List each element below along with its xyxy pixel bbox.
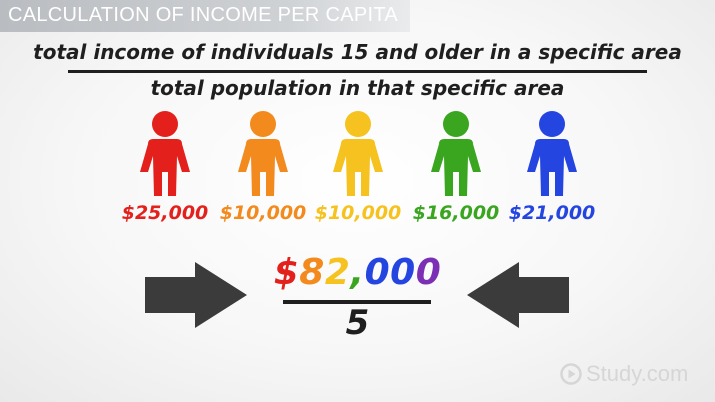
income-amount-3: $10,000: [314, 202, 402, 224]
total-char-1: $: [273, 252, 300, 293]
formula-denominator: total population in that specific area: [150, 76, 565, 100]
result-fraction-line: [283, 300, 431, 304]
person-icon-4: [421, 110, 491, 200]
page-title: CALCULATION OF INCOME PER CAPITA: [8, 4, 399, 26]
total-char-2: 8: [299, 252, 325, 293]
income-amount-2: $10,000: [219, 202, 307, 224]
total-char-7: 0: [415, 252, 442, 293]
arrow-right-icon: [145, 262, 247, 332]
title-bar: CALCULATION OF INCOME PER CAPITA: [0, 0, 410, 32]
fraction-line: [68, 70, 647, 73]
income-amount-4: $16,000: [412, 202, 500, 224]
play-circle-icon: [560, 363, 582, 385]
total-char-5: 0: [364, 252, 391, 293]
total-char-6: 0: [390, 252, 416, 293]
total-char-4: ,: [350, 252, 365, 293]
total-income: $82,000: [250, 252, 465, 293]
person-icon-2: [228, 110, 298, 200]
study-logo: Study.com: [560, 360, 688, 388]
income-amount-5: $21,000: [508, 202, 596, 224]
arrow-left-icon: [467, 262, 569, 332]
person-icon-3: [323, 110, 393, 200]
person-icon-5: [517, 110, 587, 200]
formula-numerator: total income of individuals 15 and older…: [33, 40, 682, 64]
person-icon-1: [130, 110, 200, 200]
population-divisor: 5: [345, 303, 370, 343]
income-amount-1: $25,000: [121, 202, 209, 224]
total-char-3: 2: [324, 252, 351, 293]
logo-text: Study.com: [586, 361, 689, 386]
